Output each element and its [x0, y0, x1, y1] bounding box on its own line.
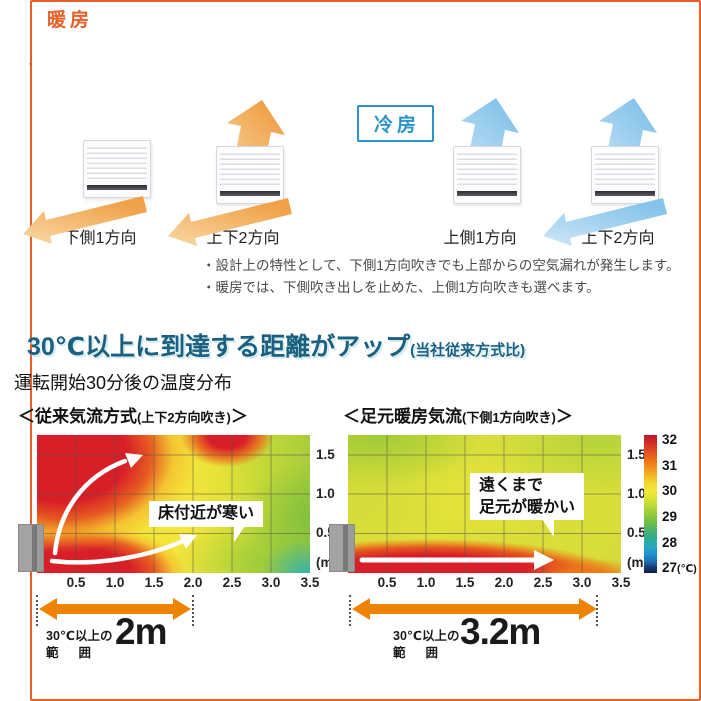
measure-dotted-line — [349, 595, 351, 626]
y-tick: 0.5 — [627, 525, 646, 540]
section-heading-note: (当社従来方式比) — [410, 342, 526, 359]
ac-bottom-outlet — [87, 185, 147, 190]
chart-title-conventional: ＜従来気流方式(上下2方向吹き)＞ — [18, 402, 248, 427]
scale-label-with-unit: 27(℃) — [662, 561, 697, 575]
scale-label: 31 — [662, 457, 678, 473]
notes-list: ・設計上の特性として、下側1方向吹きでも上部からの空気漏れが発生します。 ・暖房… — [202, 255, 694, 300]
x-tick: 1.5 — [144, 575, 164, 590]
heatmap-conventional: 床付近が寒い 0.5 1.0 1.5 2.0 2.5 3.0 3.5 1.5 1… — [18, 435, 337, 590]
airflow-mode-heating-updown: 上下2方向 — [168, 96, 318, 248]
x-tick: 2.5 — [222, 575, 242, 590]
ac-bottom-outlet — [457, 191, 517, 196]
section-heading: 30℃以上に到達する距離がアップ(当社従来方式比) — [27, 327, 525, 363]
mode-caption: 上下2方向 — [206, 230, 280, 247]
ac-bottom-outlet — [220, 191, 280, 196]
ac-unit-side-view — [329, 524, 355, 572]
scale-label: 27 — [662, 560, 678, 576]
x-tick: 3.0 — [261, 575, 281, 590]
ac-louvers — [87, 144, 147, 181]
airflow-mode-heating-down: 下側1方向 — [23, 96, 175, 248]
white-flow-arrow-icon — [359, 550, 554, 570]
section-heading-text: 30℃以上に到達する距離がアップ — [27, 333, 411, 361]
callout-warm-feet: 遠くまで 足元が暖かい — [470, 473, 585, 538]
scale-unit: (℃) — [677, 563, 697, 576]
airflow-down-arrow-icon — [168, 198, 292, 246]
chart-title-note: (上下2方向吹き) — [137, 410, 231, 425]
range-label: 30℃以上の 範囲 — [393, 628, 460, 662]
airflow-mode-cooling-updown: 上下2方向 — [543, 96, 693, 248]
range-label: 30℃以上の 範囲 — [46, 628, 113, 662]
x-tick: 3.5 — [611, 575, 631, 590]
chart-title-close: ＞ — [555, 407, 573, 426]
x-tick: 3.5 — [300, 575, 320, 590]
x-tick: 1.5 — [455, 575, 475, 590]
chart-title-main: ＜足元暖房気流 — [343, 407, 462, 426]
ac-louvers — [220, 150, 280, 187]
measure-arrow-2m — [39, 598, 191, 620]
ac-louvers — [595, 150, 655, 187]
x-tick: 1.0 — [416, 575, 436, 590]
scale-label: 32 — [662, 432, 678, 447]
y-tick: 1.5 — [627, 447, 646, 462]
chart-title-main: ＜従来気流方式 — [18, 407, 137, 426]
scale-label: 28 — [662, 534, 678, 550]
temperature-scale-labels: 32 31 30 29 28 27(℃) — [662, 433, 697, 575]
airflow-mode-cooling-up: 上側1方向 — [405, 96, 555, 248]
x-tick: 0.5 — [377, 575, 397, 590]
scale-label: 30 — [662, 483, 678, 499]
heatmap-footwarm: 遠くまで 足元が暖かい 0.5 1.0 1.5 2.0 2.5 3.0 3.5 … — [329, 435, 648, 590]
y-tick: 1.5 — [316, 447, 335, 462]
section-subtitle: 運転開始30分後の温度分布 — [14, 373, 233, 393]
range-label-line2: 範囲 — [393, 645, 459, 660]
ac-unit-side-view — [18, 524, 44, 572]
ac-unit-illustration — [591, 146, 659, 204]
callout-cold-floor: 床付近が寒い — [149, 501, 264, 541]
measure-dotted-line — [36, 595, 38, 626]
chart-title-close: ＞ — [230, 407, 248, 426]
y-tick: 1.0 — [316, 486, 335, 501]
range-value-footwarm: 3.2m — [460, 611, 541, 652]
note-item: ・暖房では、下側吹き出しを止めた、上側1方向吹きも選べます。 — [202, 280, 600, 296]
range-label-line2: 範囲 — [46, 645, 112, 660]
x-tick: 2.0 — [494, 575, 514, 590]
callout-line: 足元が暖かい — [479, 498, 576, 516]
grid-and-flow-overlay — [37, 435, 310, 573]
x-tick: 0.5 — [66, 575, 86, 590]
cooling-badge: 冷房 — [357, 105, 435, 142]
x-tick: 1.0 — [105, 575, 125, 590]
scale-label: 29 — [662, 509, 678, 525]
ac-louvers — [457, 150, 517, 187]
airflow-down-arrow-icon — [23, 196, 147, 244]
mode-caption: 上側1方向 — [443, 230, 517, 247]
x-tick: 2.0 — [183, 575, 203, 590]
measure-arrow-3-2m — [352, 598, 597, 620]
temperature-scale-bar — [644, 435, 657, 573]
measure-dotted-line — [596, 595, 598, 626]
grid-and-flow-overlay — [348, 435, 621, 573]
ac-unit-illustration — [83, 140, 151, 198]
callout-line: 遠くまで — [479, 477, 544, 494]
y-tick: 1.0 — [627, 486, 646, 501]
note-item: ・設計上の特性として、下側1方向吹きでも上部からの空気漏れが発生します。 — [202, 258, 680, 273]
mode-caption: 上下2方向 — [581, 230, 655, 247]
x-tick: 3.0 — [572, 575, 592, 590]
chart-title-note: (下側1方向吹き) — [462, 410, 556, 425]
mode-caption: 下側1方向 — [63, 230, 137, 247]
range-value-conventional: 2m — [115, 611, 167, 652]
measure-dotted-line — [192, 595, 194, 626]
range-label-line1: 30℃以上の — [46, 629, 113, 643]
white-flow-arrow-icon — [49, 453, 197, 565]
y-axis-unit: (m) — [627, 555, 648, 570]
chart-title-footwarm: ＜足元暖房気流(下側1方向吹き)＞ — [343, 402, 573, 427]
ac-unit-illustration — [216, 146, 284, 204]
ac-unit-illustration — [453, 146, 521, 204]
range-label-line1: 30℃以上の — [393, 629, 460, 643]
ac-bottom-outlet — [595, 191, 655, 196]
airflow-down-arrow-icon — [543, 198, 667, 246]
x-tick: 2.5 — [533, 575, 553, 590]
